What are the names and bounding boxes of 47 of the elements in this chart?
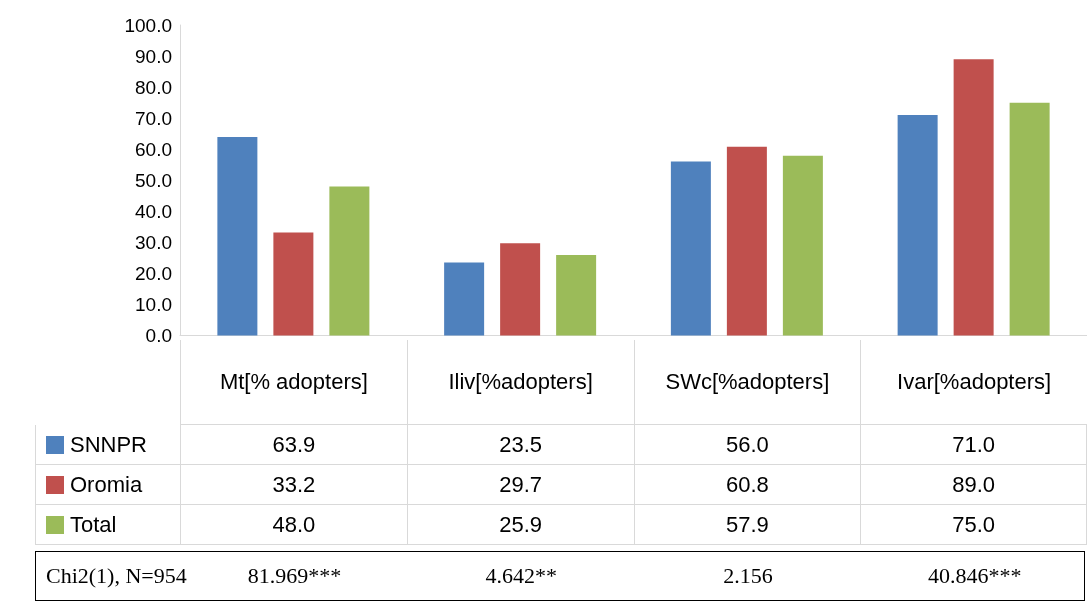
text: 56.0 <box>725 431 769 457</box>
x-tick-label: SWc[%adopters] <box>633 340 861 425</box>
text: 4.642** <box>484 562 558 590</box>
y-tick-label: 70.0 <box>135 107 172 129</box>
bar <box>670 161 711 336</box>
text: 63.9 <box>272 431 316 457</box>
text: 81.969*** <box>247 563 342 588</box>
bar <box>500 243 541 336</box>
text: 33.2 <box>272 471 316 497</box>
x-tick-label: Iliv[%adopters] <box>406 340 634 425</box>
bar <box>1009 102 1050 336</box>
bar <box>217 137 258 336</box>
legend-label: Total <box>70 511 117 538</box>
y-tick-label: 80.0 <box>135 76 172 98</box>
y-tick-label: 40.0 <box>135 200 172 222</box>
bar <box>897 115 938 336</box>
y-tick-label: 90.0 <box>135 45 172 67</box>
y-tick-label: 0.0 <box>145 325 172 346</box>
text: 40.846*** <box>926 562 1023 590</box>
legend-label: Oromia <box>70 471 143 498</box>
text: 48.0 <box>272 511 316 537</box>
text: 25.9 <box>499 511 543 537</box>
text: Chi2(1), N=954 <box>46 562 187 590</box>
x-tick-label: Mt[% adopters] <box>180 340 407 425</box>
y-tick-label: 100.0 <box>124 14 172 36</box>
text: 23.5 <box>499 431 543 457</box>
y-tick-label: 60.0 <box>135 138 172 160</box>
bar <box>273 232 314 336</box>
bar <box>329 186 370 336</box>
text: 71.0 <box>952 431 996 457</box>
y-tick-label: 30.0 <box>135 231 172 253</box>
bar <box>953 59 994 336</box>
bar <box>782 155 823 336</box>
text: 57.9 <box>725 511 769 537</box>
y-tick-label: 20.0 <box>135 262 172 284</box>
bar <box>556 255 597 336</box>
y-tick-label: 50.0 <box>135 169 172 191</box>
text: 29.7 <box>499 471 543 497</box>
x-tick-label: Ivar[%adopters] <box>860 340 1087 425</box>
legend-label: SNNPR <box>70 431 148 458</box>
text: 60.8 <box>725 471 769 497</box>
text: 89.0 <box>952 471 996 497</box>
y-tick-label: 10.0 <box>135 293 172 315</box>
bar <box>444 262 485 336</box>
text: 2.156 <box>722 562 774 590</box>
bar <box>726 146 767 336</box>
text: 75.0 <box>952 511 996 537</box>
